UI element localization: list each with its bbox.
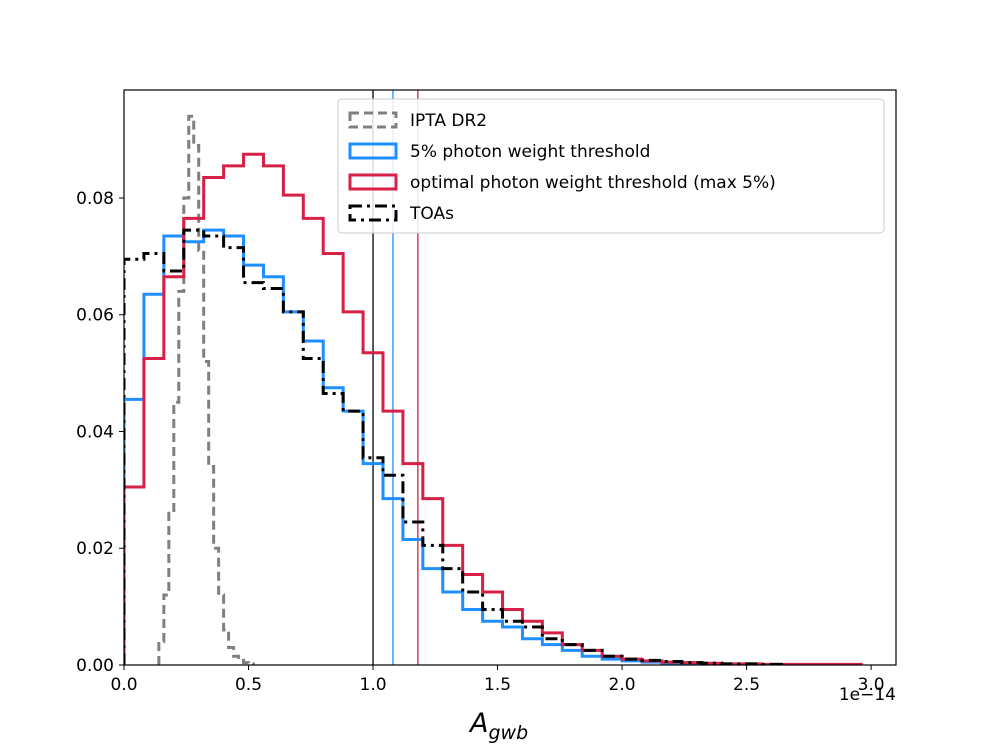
x-tick-label: 0.0 [110,675,137,695]
series-group [124,90,863,665]
x-axis-label-main: A [468,708,488,739]
x-tick-label: 1.0 [360,675,387,695]
y-axis: 0.00 0.02 0.04 0.06 0.08 [76,189,124,676]
axes-frame [123,89,897,666]
y-tick-label: 0.08 [76,189,114,209]
series-line-4 [124,228,783,665]
legend: IPTA DR2 5% photon weight threshold optima… [337,98,885,234]
legend-label-3: optimal photon weight threshold (max 5%) [410,173,776,193]
legend-handle-2 [348,142,398,160]
legend-handle-4 [348,204,398,222]
y-tick-label: 0.02 [76,539,114,559]
y-tick-label: 0.00 [76,656,114,676]
x-tick-label: 3.0 [858,675,885,695]
x-axis: 0.0 0.5 1.0 1.5 2.0 2.5 3.0 [110,665,885,695]
x-tick-label: 1.5 [484,675,511,695]
y-tick-label: 0.04 [76,422,114,442]
legend-box [337,98,885,234]
plot-area [124,90,863,665]
legend-label-2: 5% photon weight threshold [410,142,650,162]
x-tick-label: 2.0 [609,675,636,695]
x-tick-label: 0.5 [235,675,262,695]
legend-handle-3 [348,173,398,191]
x-offset-text: 1e−14 [839,685,896,705]
series-line-1 [157,114,255,665]
x-axis-label-subscript: gwb [488,722,528,744]
x-tick-label: 2.5 [733,675,760,695]
legend-handle-1 [348,111,398,129]
x-axis-label: Agwb [468,708,528,744]
legend-label-4: TOAs [409,204,454,224]
legend-label-1: IPTA DR2 [410,111,487,131]
y-tick-label: 0.06 [76,306,114,326]
